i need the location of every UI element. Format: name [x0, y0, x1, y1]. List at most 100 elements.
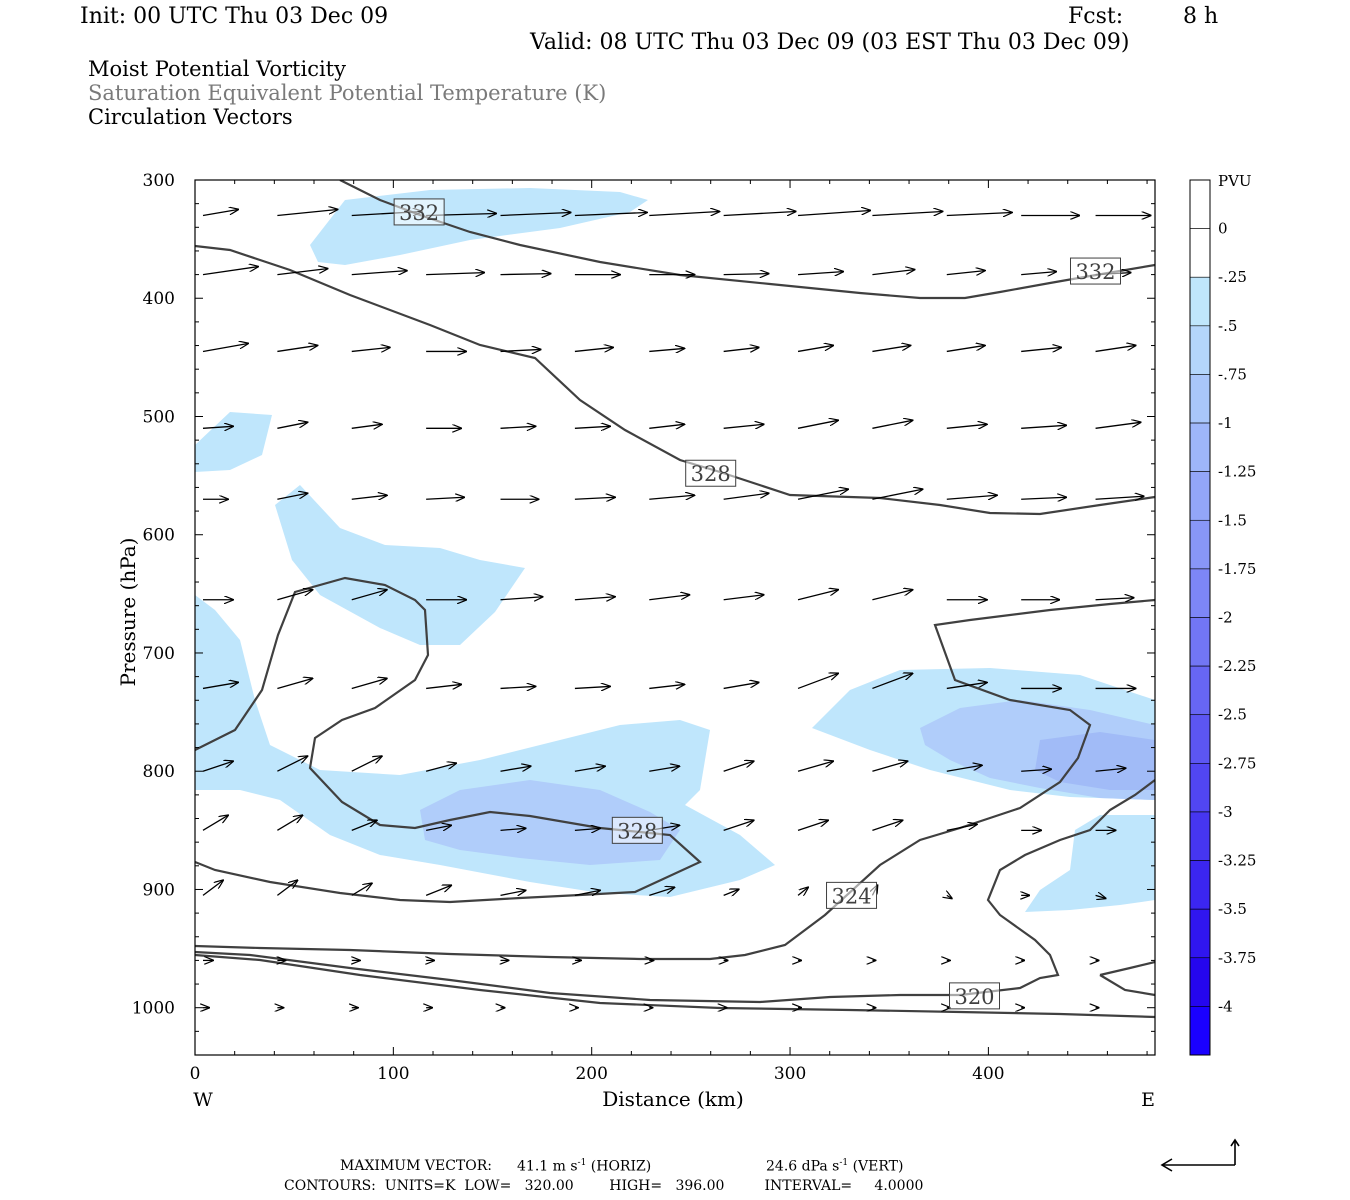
colorbar-label: -2.5 — [1218, 706, 1247, 724]
circulation-vector — [946, 765, 982, 772]
circulation-vector — [946, 345, 985, 353]
circulation-vector — [351, 590, 387, 601]
valid-time: Valid: 08 UTC Thu 03 Dec 09 (03 EST Thu … — [530, 30, 1130, 55]
circulation-vector — [1095, 345, 1136, 353]
colorbar-swatch — [1189, 860, 1211, 910]
circulation-vector — [946, 682, 987, 690]
circulation-vector — [1095, 895, 1106, 898]
colorbar-swatch — [1189, 811, 1211, 861]
colorbar-label: -.75 — [1218, 365, 1247, 383]
contour-line-320 — [195, 953, 1155, 1019]
circulation-vector — [649, 348, 684, 351]
colorbar-label: -.25 — [1218, 268, 1247, 286]
max-vector-vert: 24.6 dPa s-1 (VERT) — [766, 1158, 904, 1175]
contour-info: CONTOURS: UNITS=K LOW= 320.00 HIGH= 396.… — [284, 1178, 924, 1194]
circulation-vector — [426, 497, 464, 499]
circulation-vector — [351, 820, 377, 831]
colorbar-swatch — [1189, 665, 1211, 716]
x-tick-label: 200 — [575, 1064, 607, 1084]
circulation-vector — [797, 489, 848, 500]
circulation-vector — [277, 678, 312, 690]
circulation-vector — [872, 345, 910, 353]
x-tick-label: 400 — [972, 1064, 1004, 1084]
contour-line-332 — [195, 244, 1155, 516]
circulation-vector — [649, 766, 679, 772]
circulation-vector — [872, 420, 912, 429]
circulation-vector — [797, 420, 838, 429]
circulation-vector — [797, 673, 838, 690]
circulation-vector — [202, 682, 238, 690]
x-axis: 0 100 200 300 400 — [190, 180, 1148, 1084]
circulation-vector — [797, 272, 843, 275]
y-axis: 300 400 500 600 700 800 900 1000 — [132, 171, 1155, 1056]
colorbar-swatch — [1189, 568, 1211, 618]
circulation-vector — [797, 761, 833, 772]
colorbar-swatch — [1189, 374, 1211, 424]
circulation-vector — [723, 761, 754, 772]
circulation-vector — [723, 820, 754, 831]
circulation-vector — [1095, 768, 1126, 771]
contour-label: 328 — [617, 819, 657, 843]
circulation-vector — [872, 761, 907, 772]
circulation-vector — [649, 684, 684, 688]
colorbar-label: -3 — [1218, 803, 1233, 821]
contour-label-box — [949, 982, 1001, 1010]
pv-shade-region — [195, 412, 272, 472]
circulation-vector — [649, 887, 674, 896]
colorbar-label: -2.25 — [1218, 657, 1256, 675]
circulation-vector — [277, 493, 307, 500]
colorbar-label: -3.75 — [1218, 949, 1256, 967]
circulation-vector — [797, 590, 838, 601]
circulation-vector — [202, 880, 223, 896]
circulation-vector — [574, 597, 615, 600]
circulation-vector — [649, 424, 684, 428]
circulation-vector — [202, 209, 238, 217]
x-tick-label: 0 — [190, 1064, 201, 1084]
circulation-vector — [574, 347, 613, 351]
colorbar-swatch — [1189, 276, 1211, 327]
circulation-vector — [872, 820, 902, 831]
circulation-vector — [1021, 425, 1066, 428]
circulation-vector — [797, 210, 870, 217]
max-vector-label: MAXIMUM VECTOR: — [340, 1158, 492, 1174]
circulation-vector — [500, 349, 541, 351]
circulation-vector — [425, 763, 456, 772]
circulation-vector — [723, 682, 759, 690]
colorbar-swatch — [1189, 422, 1211, 472]
east-label: E — [1141, 1089, 1155, 1111]
circulation-vector — [426, 273, 484, 275]
colorbar-label: 0 — [1218, 220, 1228, 238]
circulation-vector — [649, 595, 689, 601]
pv-shade-region — [310, 188, 648, 265]
circulation-vector — [500, 766, 531, 772]
circulation-vector — [202, 343, 248, 353]
circulation-vector — [351, 678, 387, 690]
colorbar-swatch — [1189, 179, 1211, 229]
circulation-vector — [277, 756, 307, 772]
circulation-vector — [276, 880, 297, 896]
colorbar-label: -1.5 — [1218, 511, 1247, 529]
circulation-vector — [426, 825, 451, 830]
contour-label-box — [1069, 257, 1121, 285]
circulation-vector — [500, 274, 551, 275]
circulation-vector — [946, 495, 997, 499]
colorbar-label: -1.75 — [1218, 560, 1256, 578]
circulation-vector — [723, 211, 796, 217]
colorbar-label: -.5 — [1218, 317, 1237, 335]
circulation-vector — [872, 590, 912, 601]
y-tick-label: 600 — [143, 526, 175, 546]
circulation-vector — [723, 347, 759, 351]
contour-label: 332 — [399, 201, 439, 225]
colorbar-swatch — [1189, 714, 1211, 764]
circulation-vector — [574, 426, 610, 428]
circulation-vector — [277, 590, 312, 601]
contour-label: 320 — [954, 985, 994, 1009]
circulation-vector — [351, 424, 382, 428]
circulation-vector — [202, 815, 228, 831]
y-tick-label: 700 — [143, 644, 175, 664]
colorbar-swatch — [1189, 228, 1211, 278]
forecast-label: Fcst: — [1068, 4, 1124, 29]
y-tick-label: 800 — [143, 762, 175, 782]
circulation-vector — [1095, 496, 1144, 499]
x-tick-label: 300 — [774, 1064, 806, 1084]
